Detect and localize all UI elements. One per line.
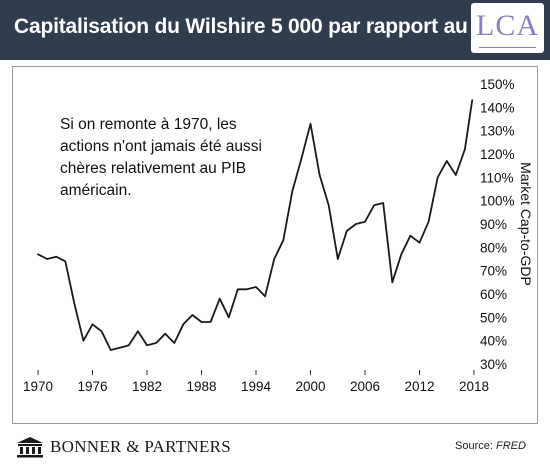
series-line-2 bbox=[463, 99, 474, 151]
x-tick-label: 2012 bbox=[404, 379, 434, 394]
y-tick-label: 130% bbox=[480, 124, 515, 139]
footer-brand: BONNER & PARTNERS bbox=[16, 434, 231, 460]
title-bar: Capitalisation du Wilshire 5 000 par rap… bbox=[0, 0, 550, 60]
lca-logo: LCA bbox=[471, 3, 544, 53]
logo-underline bbox=[479, 47, 536, 48]
chart-frame bbox=[12, 66, 538, 424]
page-title: Capitalisation du Wilshire 5 000 par rap… bbox=[14, 15, 508, 38]
x-tick-label: 1970 bbox=[23, 379, 53, 394]
bank-building-icon bbox=[17, 437, 43, 458]
y-tick-label: 110% bbox=[480, 170, 514, 185]
x-tick-label: 2000 bbox=[295, 379, 325, 394]
y-tick-label: 50% bbox=[480, 310, 507, 325]
source-note: Source: FRED bbox=[455, 440, 526, 452]
x-tick-label: 1988 bbox=[186, 379, 216, 394]
y-tick-label: 90% bbox=[480, 217, 507, 232]
series-line-1 bbox=[37, 122, 466, 351]
x-tick-label: 1976 bbox=[77, 379, 107, 394]
source-label: Source: bbox=[455, 440, 493, 452]
source-value: FRED bbox=[495, 440, 526, 452]
y-tick-label: 120% bbox=[480, 147, 515, 162]
y-tick-label: 70% bbox=[480, 264, 507, 279]
y-tick-label: 140% bbox=[480, 100, 515, 115]
y-tick-label: 150% bbox=[480, 77, 515, 92]
brand-name: BONNER & PARTNERS bbox=[50, 437, 232, 456]
y-axis-title: Market Cap-to-GDP bbox=[518, 162, 534, 286]
y-tick-label: 80% bbox=[480, 240, 507, 255]
x-tick-label: 2006 bbox=[350, 379, 380, 394]
x-tick-label: 1982 bbox=[132, 379, 162, 394]
x-tick-label: 2018 bbox=[459, 379, 489, 394]
y-tick-label: 100% bbox=[480, 194, 515, 209]
y-tick-label: 40% bbox=[480, 334, 507, 349]
x-tick-label: 1994 bbox=[241, 379, 272, 394]
y-tick-label: 30% bbox=[480, 357, 507, 372]
logo-text: LCA bbox=[476, 9, 539, 42]
chart-annotation: Si on remonte à 1970, les actions n'ont … bbox=[60, 116, 262, 199]
y-tick-label: 60% bbox=[480, 287, 507, 302]
